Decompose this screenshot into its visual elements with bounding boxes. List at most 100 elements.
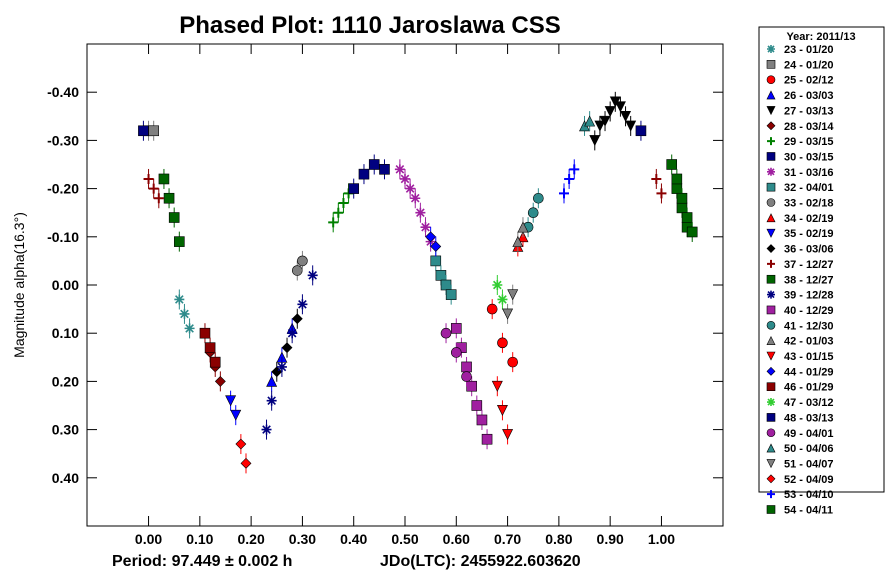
- data-point: [240, 457, 252, 469]
- series-19: [512, 217, 529, 252]
- series-9: [430, 250, 457, 305]
- legend-marker: [767, 137, 775, 146]
- data-point: [497, 337, 508, 349]
- data-point: [589, 135, 601, 147]
- legend-marker: [767, 490, 775, 499]
- data-point: [507, 356, 519, 368]
- series-25: [440, 323, 472, 387]
- x-tick-label: 0.90: [597, 531, 624, 547]
- data-point: [148, 125, 159, 137]
- legend-label: 49 - 04/01: [784, 428, 834, 440]
- legend-label: 54 - 04/11: [784, 505, 833, 517]
- data-point: [466, 380, 477, 392]
- legend-label: 38 - 12/27: [784, 274, 834, 286]
- data-point: [276, 361, 287, 372]
- data-point: [225, 395, 237, 407]
- legend-item: 23 - 01/20: [767, 44, 834, 56]
- legend-marker: [766, 351, 776, 361]
- data-point: [230, 409, 242, 421]
- data-point: [297, 299, 308, 310]
- data-point: [179, 308, 190, 319]
- legend-item: 49 - 04/01: [766, 428, 834, 440]
- data-point: [533, 192, 544, 204]
- data-point: [143, 173, 154, 184]
- y-tick-label: 0.20: [52, 373, 79, 389]
- data-point: [430, 255, 442, 267]
- legend-item: 32 - 04/01: [766, 182, 834, 194]
- data-point: [564, 173, 575, 184]
- data-point: [287, 328, 298, 339]
- data-point: [138, 125, 149, 137]
- data-point: [569, 164, 580, 175]
- legend-box: [758, 26, 885, 493]
- data-point: [666, 159, 678, 170]
- data-point: [604, 106, 616, 118]
- data-point: [445, 289, 457, 300]
- x-tick-label: 0.20: [238, 531, 265, 547]
- x-axis-ticks: 0.00 0.10 0.20 0.30 0.40 0.50 0.60 0.70 0.80 0.90…: [135, 44, 675, 547]
- data-point: [471, 400, 483, 411]
- data-point: [291, 313, 303, 325]
- data-point: [153, 193, 164, 204]
- x-tick-label: 0.40: [340, 531, 367, 547]
- legend-marker: [766, 305, 776, 315]
- data-point: [333, 207, 344, 218]
- data-point: [425, 231, 437, 243]
- legend-label: 37 - 12/27: [784, 259, 834, 271]
- y-tick-label: 0.30: [52, 422, 79, 438]
- series-2: [486, 299, 519, 373]
- data-point: [614, 101, 626, 113]
- data-point: [415, 207, 426, 218]
- data-point: [681, 212, 693, 223]
- data-point: [620, 111, 632, 122]
- data-point: [671, 173, 683, 185]
- legend-label: 43 - 01/15: [784, 351, 834, 363]
- legend-item: 54 - 04/11: [766, 505, 833, 517]
- legend-item: 29 - 03/15: [767, 136, 834, 148]
- legend-item: 48 - 03/13: [766, 412, 834, 424]
- data-point: [174, 294, 185, 305]
- data-point: [405, 183, 416, 194]
- legend-label: 25 - 02/12: [784, 75, 834, 87]
- series-29: [559, 159, 580, 204]
- data-point: [358, 168, 370, 180]
- data-point: [625, 120, 637, 132]
- legend-marker: [767, 398, 775, 407]
- series-28: [235, 434, 252, 474]
- legend-marker: [766, 60, 776, 69]
- period-label: Period: 97.449 ± 0.002 h: [112, 553, 292, 570]
- legend-label: 39 - 12/28: [784, 290, 834, 302]
- legend-label: 32 - 04/01: [784, 182, 834, 194]
- legend-item: 30 - 03/15: [766, 151, 834, 163]
- data-point: [261, 424, 272, 435]
- data-point: [394, 164, 405, 175]
- legend-item: 43 - 01/15: [766, 351, 834, 363]
- series-21: [425, 226, 442, 257]
- legend-marker: [766, 228, 776, 238]
- data-point: [266, 375, 278, 387]
- data-point: [291, 265, 303, 276]
- data-point: [368, 159, 380, 170]
- data-series-layer: [138, 91, 698, 474]
- legend-title: Year: 2011/13: [786, 31, 855, 43]
- legend-item: 24 - 01/20: [766, 59, 834, 71]
- series-15: [158, 168, 693, 252]
- series-30: [666, 154, 698, 242]
- data-point: [461, 371, 472, 382]
- series-23: [492, 275, 508, 310]
- data-point: [496, 405, 508, 416]
- series-27: [502, 284, 519, 324]
- legend-item: 39 - 12/28: [767, 290, 834, 302]
- legend-marker: [766, 152, 776, 161]
- legend-marker: [766, 121, 776, 131]
- data-point: [148, 183, 159, 194]
- data-point: [214, 375, 226, 387]
- data-point: [184, 323, 195, 334]
- legend-marker: [766, 75, 776, 84]
- legend-item: 41 - 12/30: [766, 320, 834, 332]
- data-point: [338, 198, 349, 209]
- data-point: [476, 414, 488, 426]
- y-axis-label: Magnitude alpha(16.3°): [11, 212, 27, 358]
- y-axis-ticks: -0.40 -0.30 -0.20 -0.10 0.00 0.10 0.20 0.30 0.40: [47, 84, 723, 486]
